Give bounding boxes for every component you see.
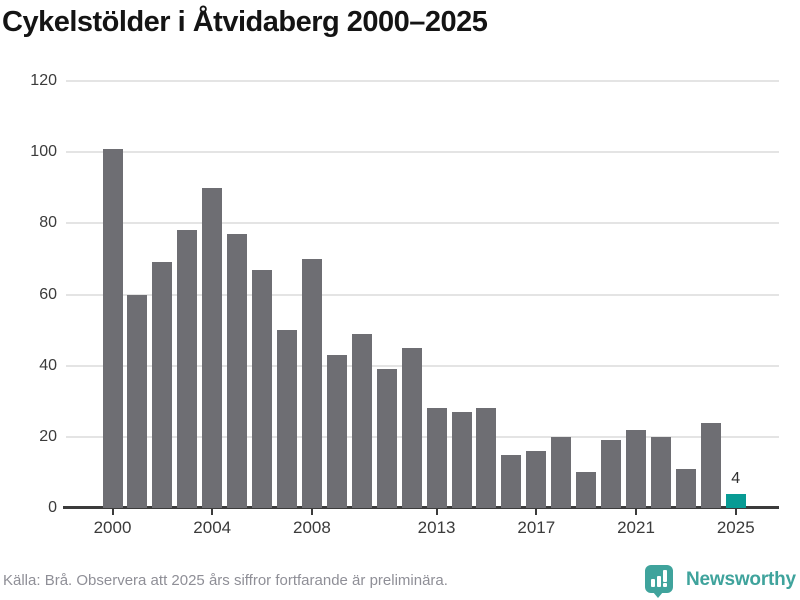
y-tick-label: 0: [48, 499, 57, 516]
x-tick: [310, 508, 313, 515]
bar-2004: [202, 187, 223, 508]
x-tick-label: 2017: [517, 518, 556, 537]
x-tick-label: 2008: [293, 518, 331, 537]
x-tick-label: 2021: [617, 518, 655, 537]
x-tick: [734, 508, 737, 515]
bar-2000: [102, 148, 123, 508]
bar-2009: [326, 355, 347, 508]
y-tick-label: 100: [30, 143, 57, 161]
bar-2014: [451, 411, 472, 508]
brand-name: Newsworthy: [686, 569, 796, 590]
bar-2001: [127, 294, 148, 508]
bar-2005: [227, 234, 248, 508]
exclamation-icon: [663, 583, 667, 587]
bar-value-label: 4: [731, 469, 741, 487]
x-tick: [211, 508, 214, 515]
y-tick-label: 80: [39, 214, 57, 232]
y-tick-label: 60: [39, 285, 57, 303]
x-tick: [435, 508, 438, 515]
bar-2016: [501, 454, 522, 508]
x-tick-label: 2025: [716, 518, 755, 537]
bar-chart-icon: [651, 579, 655, 587]
bar-2024: [700, 422, 721, 508]
bar-2012: [401, 347, 422, 508]
gridline-40: [66, 364, 779, 367]
bar-2020: [601, 440, 622, 508]
x-tick: [535, 508, 538, 515]
source-note: Källa: Brå. Observera att 2025 års siffr…: [3, 572, 448, 589]
newsworthy-logo[interactable]: Newsworthy: [645, 563, 797, 598]
bar-2018: [551, 436, 572, 508]
bar-2019: [576, 472, 597, 508]
y-tick-label: 40: [39, 356, 57, 374]
x-tick: [635, 508, 638, 515]
bar-2007: [277, 330, 297, 508]
x-tick-label: 2013: [417, 518, 456, 537]
speech-bubble-tail: [653, 592, 663, 598]
bar-2010: [351, 333, 372, 508]
speech-bubble-icon: [645, 565, 673, 593]
exclamation-icon: [663, 570, 667, 582]
gridline-80: [66, 222, 779, 225]
gridline-60: [66, 293, 779, 296]
bar-2002: [152, 262, 173, 508]
bar-2011: [376, 369, 397, 508]
bar-2022: [650, 436, 671, 508]
y-tick-label: 20: [39, 427, 57, 445]
y-tick-label: 120: [30, 72, 57, 89]
plot-area: 2000 2004 2008 2013 2017 2021 2025 4: [63, 80, 779, 537]
bar-2013: [426, 408, 447, 508]
gridline-100: [66, 151, 779, 154]
bar-2017: [526, 451, 547, 508]
bar-2025: [725, 493, 746, 508]
gridline-20: [66, 435, 779, 438]
x-tick-label: 2004: [193, 518, 232, 537]
bar-2003: [177, 230, 198, 508]
x-tick: [111, 508, 114, 515]
bar-chart-icon: [657, 576, 661, 587]
x-tick-label: 2000: [93, 518, 132, 537]
bar-2006: [252, 269, 273, 508]
bar-2023: [675, 468, 696, 508]
bar-2008: [301, 258, 322, 508]
bar-2021: [626, 429, 647, 508]
chart-title: Cykelstölder i Åtvidaberg 2000–2025: [2, 6, 488, 38]
bar-2015: [476, 408, 497, 508]
gridline-120: [66, 80, 779, 82]
y-axis-labels: 0 20 40 60 80 100 120: [0, 72, 57, 516]
